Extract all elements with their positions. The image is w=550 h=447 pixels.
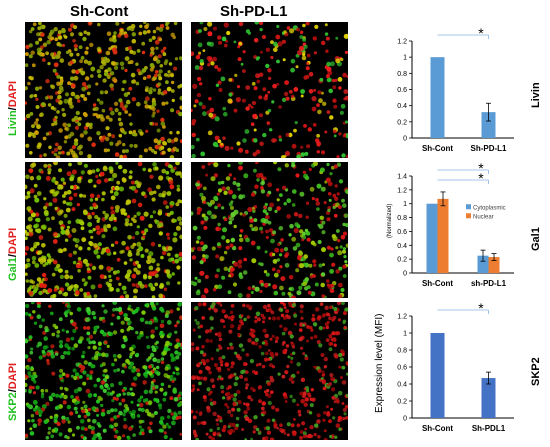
y-tick-label: 0.6 [397, 365, 407, 372]
y-tick-label: 0.2 [397, 399, 407, 406]
chart-gal1: 0 0.2 0.4 0.6 0.8 1 1.2 1.4 Sh-Cont sh-PD-L1 * * Cyt… [392, 160, 522, 295]
y-tick-label: 1.2 [397, 187, 407, 194]
micrograph-livin-sh-pd-l1 [191, 22, 348, 158]
y-axis-title-normalized: (Normalized) [383, 180, 393, 240]
svg-text:Livin/DAPI: Livin/DAPI [7, 81, 19, 136]
micrograph-livin-sh-cont [25, 22, 182, 158]
legend-label: Cytoplasmic [473, 205, 506, 211]
significance-star: * [478, 300, 484, 316]
side-label-livin: Livin [528, 70, 542, 110]
micrograph-skp2-sh-cont [25, 302, 182, 440]
y-tick-label: 1.2 [397, 39, 407, 46]
y-tick-label: 0.6 [397, 229, 407, 236]
y-tick-label: 0 [403, 271, 407, 278]
counterstain-dapi-1: DAPI [7, 81, 19, 107]
y-tick-label: 1 [403, 201, 407, 208]
y-tick-label: 0.4 [397, 103, 407, 110]
y-tick-label: 0.8 [397, 215, 407, 222]
y-tick-label: 0.8 [397, 348, 407, 355]
bar [481, 378, 496, 418]
shared-y-axis-title: Expression level (MFI) [371, 165, 385, 415]
x-tick-label: Sh-PDL1 [472, 424, 506, 433]
svg-text:Expression level (MFI): Expression level (MFI) [374, 314, 385, 413]
bar [481, 112, 496, 138]
bar [430, 57, 445, 138]
row-label-gal1: Gal1/DAPI [4, 185, 20, 285]
counterstain-dapi-3: DAPI [7, 363, 19, 389]
bar [488, 257, 500, 273]
bar [477, 255, 489, 273]
marker-skp2: SKP2 [7, 392, 19, 421]
marker-gal1: Gal1 [7, 257, 19, 281]
svg-text:Livin: Livin [530, 82, 542, 108]
legend-label: Nuclear [473, 214, 494, 220]
column-title-sh-cont: Sh-Cont [70, 3, 129, 20]
x-tick-label: Sh-Cont [422, 279, 453, 288]
y-axis-title-main: Expression level (MFI) [374, 314, 385, 413]
y-tick-label: 0 [403, 416, 407, 423]
x-tick-label: Sh-Cont [422, 144, 453, 153]
y-tick-label: 0.4 [397, 382, 407, 389]
row-label-skp2: SKP2/DAPI [4, 325, 20, 425]
significance-star: * [478, 170, 484, 186]
significance-star: * [478, 25, 484, 41]
y-tick-label: 0.2 [397, 119, 407, 126]
bar [437, 198, 449, 273]
y-tick-label: 1 [403, 331, 407, 338]
micrograph-skp2-sh-pd-l1 [191, 302, 348, 440]
chart-skp2: 0 0.2 0.4 0.6 0.8 1 1.2 Sh-Cont Sh-PDL1 * [392, 300, 522, 440]
bar [430, 333, 445, 418]
y-tick-label: 0.2 [397, 257, 407, 264]
y-tick-label: 0.6 [397, 87, 407, 94]
micrograph-gal1-sh-cont [25, 162, 182, 298]
y-tick-label: 1.4 [397, 174, 407, 181]
svg-text:SKP2: SKP2 [530, 357, 542, 386]
y-tick-label: 0 [403, 136, 407, 143]
column-title-sh-pd-l1: Sh-PD-L1 [220, 3, 288, 20]
x-tick-label: Sh-Cont [422, 424, 453, 433]
marker-livin: Livin [7, 110, 19, 136]
side-label-skp2: SKP2 [528, 348, 542, 388]
svg-text:SKP2/DAPI: SKP2/DAPI [7, 363, 19, 421]
side-label-gal1: Gal1 [528, 213, 542, 253]
svg-text:Gal1: Gal1 [530, 227, 542, 251]
legend-swatch [466, 213, 471, 219]
y-tick-label: 0.4 [397, 243, 407, 250]
counterstain-dapi-2: DAPI [7, 228, 19, 254]
x-tick-label: Sh-PD-L1 [471, 144, 508, 153]
legend-swatch [466, 204, 471, 210]
svg-text:Gal1/DAPI: Gal1/DAPI [7, 228, 19, 281]
svg-text:(Normalized): (Normalized) [387, 204, 393, 238]
significance-star: * [478, 160, 484, 176]
row-label-livin: Livin/DAPI [4, 40, 20, 140]
micrograph-gal1-sh-pd-l1 [191, 162, 348, 298]
bar [426, 203, 438, 273]
y-tick-label: 1 [403, 55, 407, 62]
y-tick-label: 1.2 [397, 314, 407, 321]
x-tick-label: sh-PD-L1 [471, 279, 507, 288]
y-tick-label: 0.8 [397, 71, 407, 78]
chart-livin: 0 0.2 0.4 0.6 0.8 1 1.2 Sh-Cont Sh-PD-L1 * [392, 25, 522, 160]
